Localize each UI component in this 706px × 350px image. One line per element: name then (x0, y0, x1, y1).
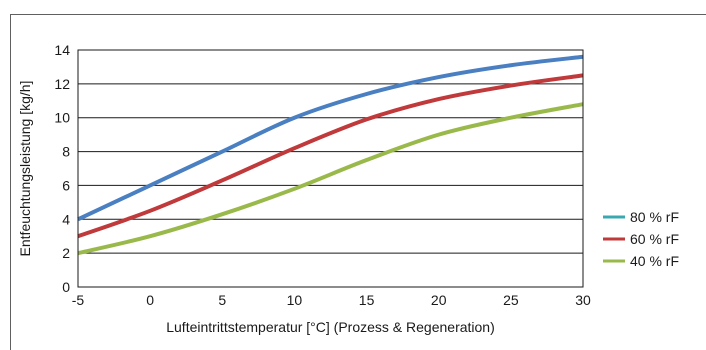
legend-label: 60 % rF (630, 231, 679, 247)
x-tick-label: 5 (218, 292, 226, 308)
x-tick-label: 25 (503, 292, 519, 308)
y-tick-labels: 0 2 4 6 8 10 12 14 (54, 42, 70, 295)
y-tick-label: 6 (62, 177, 70, 193)
legend-label: 80 % rF (630, 209, 679, 225)
x-tick-label: 30 (575, 292, 591, 308)
series-line-0 (77, 54, 584, 222)
y-tick-label: 14 (54, 42, 70, 58)
y-tick-label: 12 (54, 76, 70, 92)
y-tick-label: 0 (62, 279, 70, 295)
x-tick-label: -5 (72, 292, 85, 308)
series-lines (77, 54, 584, 256)
y-tick-label: 4 (62, 211, 70, 227)
x-tick-labels: -5 0 5 10 15 20 25 30 (72, 292, 591, 308)
y-tick-label: 10 (54, 110, 70, 126)
series-line-2 (77, 102, 584, 256)
x-tick-label: 0 (146, 292, 154, 308)
x-axis-title: Lufteintrittstemperatur [°C] (Prozess & … (166, 319, 495, 335)
y-tick-label: 8 (62, 144, 70, 160)
plot-area-border (77, 49, 584, 288)
y-axis-title: Entfeuchtungsleistung [kg/h] (17, 81, 33, 257)
legend: 80 % rF 60 % rF 40 % rF (603, 209, 679, 269)
series-line-1 (77, 73, 584, 239)
chart-frame (10, 14, 706, 350)
y-tick-label: 2 (62, 245, 70, 261)
x-tick-label: 15 (359, 292, 375, 308)
legend-label: 40 % rF (630, 253, 679, 269)
x-tick-label: 20 (431, 292, 447, 308)
x-tick-label: 10 (287, 292, 303, 308)
